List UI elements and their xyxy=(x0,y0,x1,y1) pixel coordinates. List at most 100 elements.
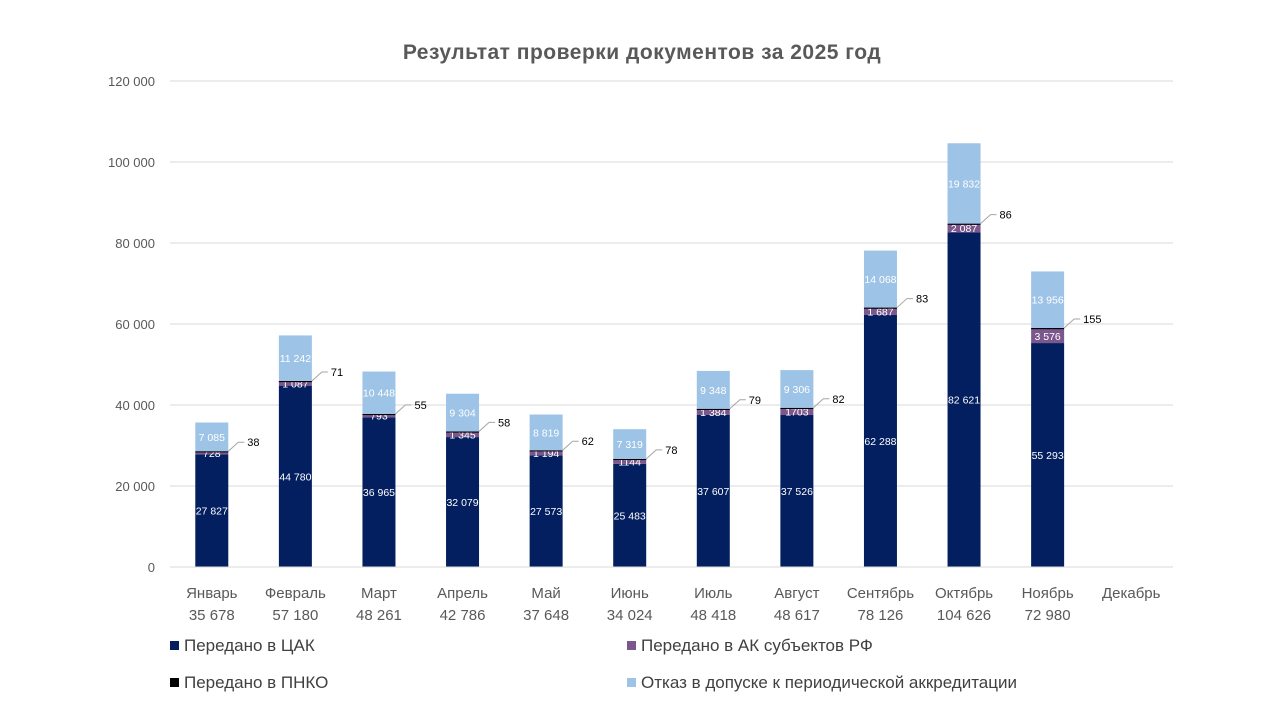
leader-line xyxy=(562,440,579,451)
category-total-label: 42 786 xyxy=(440,607,486,624)
x-tick-label: Февраль xyxy=(265,585,326,602)
data-label: 27 827 xyxy=(196,506,228,518)
bar-segment xyxy=(1031,327,1065,330)
bar-segment xyxy=(362,414,396,418)
bar-segment xyxy=(947,143,981,224)
data-label: 1 687 xyxy=(867,306,893,318)
bar-segment xyxy=(613,463,647,567)
chart-title: Результат проверки документов за 2025 го… xyxy=(403,41,881,64)
x-tick-label: Сентябрь xyxy=(847,585,914,602)
gridlines xyxy=(170,80,1173,568)
x-tick-label: Июль xyxy=(694,585,732,602)
bar-segment xyxy=(696,408,730,410)
bar-segment xyxy=(195,451,229,453)
category-total-label: 48 261 xyxy=(356,607,402,624)
data-label: 9 306 xyxy=(784,384,810,396)
legend-label: Отказ в допуске к периодической аккредит… xyxy=(641,673,1017,692)
bar-segment xyxy=(780,370,814,408)
data-label: 9 304 xyxy=(449,408,475,420)
bar-segment xyxy=(362,417,396,567)
y-tick-label: 20 000 xyxy=(115,479,155,494)
bar-segment xyxy=(613,459,647,464)
category-total-label: 37 648 xyxy=(523,607,569,624)
data-label: 32 079 xyxy=(446,497,478,509)
bar-segment xyxy=(195,454,229,567)
data-label: 1703 xyxy=(785,407,809,419)
bar-segment xyxy=(613,458,647,461)
data-label: 83 xyxy=(916,294,928,306)
data-label: 37 526 xyxy=(781,486,813,498)
bar-segment xyxy=(446,437,480,567)
category-total-label: 78 126 xyxy=(858,607,904,624)
bar-segment xyxy=(362,371,396,414)
x-tick-label: Май xyxy=(531,585,560,602)
category-total-label: 48 418 xyxy=(690,607,736,624)
leader-line xyxy=(311,371,328,382)
data-label: 27 573 xyxy=(530,506,562,518)
x-tick-label: Июнь xyxy=(611,585,649,602)
bar-segment xyxy=(863,250,897,308)
x-tick-label: Ноябрь xyxy=(1022,585,1074,602)
legend-swatch xyxy=(170,678,179,687)
bar-segment xyxy=(1031,271,1065,328)
category-total-label: 72 980 xyxy=(1025,607,1071,624)
data-label: 25 483 xyxy=(614,510,646,522)
leader-line xyxy=(1063,318,1081,329)
bar-segment xyxy=(780,408,814,416)
leader-line xyxy=(395,404,412,415)
leader-line xyxy=(729,399,746,410)
data-label: 7 085 xyxy=(199,432,225,444)
bar-segment xyxy=(195,451,229,455)
y-tick-label: 120 000 xyxy=(108,74,155,89)
bar-segment xyxy=(529,450,563,456)
category-total-label: 104 626 xyxy=(937,607,991,624)
bar-segment xyxy=(613,429,647,459)
data-label: 8 819 xyxy=(533,427,559,439)
x-tick-label: Декабрь xyxy=(1102,585,1161,602)
data-label: 19 832 xyxy=(948,178,980,190)
bar-segment xyxy=(446,431,480,433)
category-total-label: 48 617 xyxy=(774,607,820,624)
category-total-label: 57 180 xyxy=(272,607,318,624)
bar-segment xyxy=(947,223,981,225)
data-label: 13 956 xyxy=(1032,295,1064,307)
data-label: 86 xyxy=(1000,210,1012,222)
bar-segment xyxy=(529,414,563,451)
leader-line xyxy=(896,298,913,308)
data-label: 7 319 xyxy=(617,439,643,451)
data-label: 14 068 xyxy=(864,274,896,286)
bar-segment xyxy=(863,307,897,315)
bar-segment xyxy=(362,413,396,416)
y-axis: 0 20 000 40 000 60 000 80 000 100 000 120 000 xyxy=(108,74,155,575)
y-tick-label: 100 000 xyxy=(108,155,155,170)
bar-segment xyxy=(947,232,981,567)
bar-segment xyxy=(863,307,897,309)
data-label: 55 xyxy=(414,400,426,412)
data-label: 82 xyxy=(832,394,844,406)
x-tick-label: Август xyxy=(774,585,819,602)
legend-swatch xyxy=(627,641,636,650)
legend-label: Передано в АК субъектов РФ xyxy=(641,636,873,655)
data-label: 2 087 xyxy=(951,223,977,235)
leader-line xyxy=(980,214,997,224)
x-axis: Январь 35 678 Февраль 57 180 Март 48 261 Апрел… xyxy=(170,566,1173,624)
data-label: 58 xyxy=(498,417,510,429)
data-label: 155 xyxy=(1083,314,1101,326)
bar-segment xyxy=(780,407,814,409)
bar-segment xyxy=(446,431,480,438)
x-tick-label: Октябрь xyxy=(935,585,993,602)
legend-label: Передано в ПНКО xyxy=(184,673,328,692)
bar-segment xyxy=(278,380,312,383)
bar-segment xyxy=(1031,328,1065,344)
data-label: 3 576 xyxy=(1034,331,1060,343)
category-total-label: 35 678 xyxy=(189,607,235,624)
bar-segment xyxy=(696,414,730,567)
data-label: 9 348 xyxy=(700,385,726,397)
bar-segment xyxy=(780,415,814,567)
data-label: 44 780 xyxy=(279,471,311,483)
leader-line xyxy=(478,421,496,432)
y-tick-label: 60 000 xyxy=(115,317,155,332)
bar-segment xyxy=(947,223,981,233)
leader-line xyxy=(645,449,663,460)
